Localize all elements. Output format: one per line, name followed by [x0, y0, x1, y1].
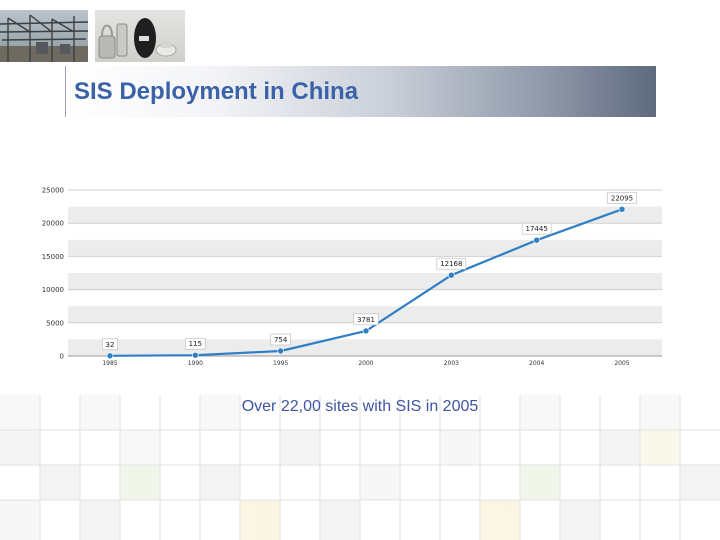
deployment-line-chart: 0 5000 10000 15000 20000 25000 1985 1990 1995 20…	[42, 187, 662, 367]
data-label: 32	[102, 338, 118, 351]
x-tick-label: 1990	[188, 360, 203, 367]
chart-band	[68, 239, 662, 257]
x-tick-label: 2005	[614, 360, 629, 367]
chart-band	[68, 206, 662, 224]
data-point	[533, 236, 540, 244]
data-label-box	[521, 222, 552, 235]
data-label-text: 115	[189, 340, 202, 348]
y-tick-label: 20000	[42, 220, 64, 228]
data-label-box	[102, 338, 118, 351]
series-points	[106, 205, 626, 360]
data-label-text: 3781	[357, 316, 375, 324]
x-tick-label: 2000	[358, 360, 373, 367]
data-label: 17445	[521, 222, 552, 235]
data-point	[362, 327, 370, 335]
y-tick-label: 15000	[42, 253, 64, 261]
data-label: 754	[270, 333, 291, 346]
data-label-text: 12168	[440, 260, 462, 268]
y-tick-label: 10000	[42, 286, 64, 294]
data-point	[277, 347, 284, 355]
data-label-box	[353, 313, 379, 326]
data-labels: 32 115 754 3781 12168 17445 22095	[102, 191, 637, 351]
title-banner: SIS Deployment in China	[65, 66, 656, 117]
data-label-text: 32	[106, 341, 115, 349]
y-tick-label: 5000	[46, 319, 64, 327]
data-label-text: 754	[274, 336, 288, 344]
data-label: 22095	[607, 191, 637, 204]
data-label-text: 17445	[526, 225, 548, 233]
data-label-box	[270, 333, 291, 346]
chart-band	[68, 273, 662, 290]
x-tick-label: 2003	[444, 360, 459, 367]
data-label: 3781	[353, 313, 379, 326]
x-tick-label: 1995	[273, 360, 288, 367]
data-point	[448, 271, 455, 279]
data-label-text: 22095	[611, 194, 633, 202]
chart-bands	[68, 206, 662, 356]
data-point	[106, 352, 114, 360]
x-tick-label: 2004	[529, 360, 544, 367]
data-label-box	[607, 191, 637, 204]
data-label-box	[185, 337, 206, 350]
x-tick-label: 1985	[102, 360, 117, 367]
x-axis-ticks: 1985 1990 1995 2000 2003 2004 2005	[102, 360, 629, 367]
data-label: 12168	[436, 257, 467, 270]
y-axis-ticks: 0 5000 10000 15000 20000 25000	[42, 187, 64, 361]
slide-title: SIS Deployment in China	[74, 78, 359, 105]
background-tile-pattern	[0, 395, 720, 540]
equipment-photo	[95, 10, 185, 62]
y-tick-label: 25000	[42, 187, 64, 195]
chart-caption: Over 22,00 sites with SIS in 2005	[241, 398, 479, 415]
y-tick-label: 0	[60, 353, 64, 361]
chart-band	[68, 339, 662, 356]
substation-photo	[0, 10, 88, 62]
data-point	[618, 205, 626, 213]
data-label: 115	[185, 337, 206, 350]
data-label-box	[436, 257, 467, 270]
data-point	[192, 351, 199, 359]
